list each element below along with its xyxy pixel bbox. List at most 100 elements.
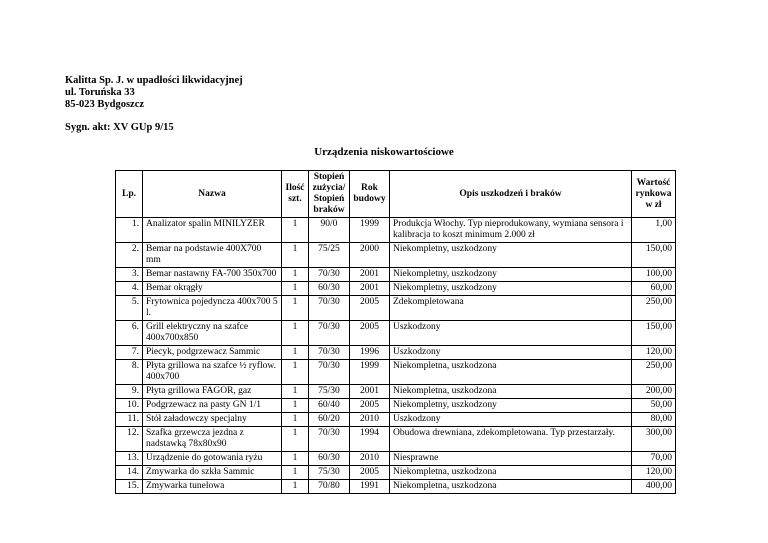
cell-opis: Zdekompletowana — [389, 295, 632, 321]
cell-rok: 2001 — [349, 281, 390, 296]
cell-stopien: 70/30 — [308, 345, 350, 360]
cell-wartosc: 70,00 — [631, 451, 676, 466]
cell-wartosc: 250,00 — [631, 295, 676, 321]
cell-opis: Niekompletny, uszkodzony — [389, 398, 632, 413]
cell-wartosc: 150,00 — [631, 242, 676, 268]
cell-stopien: 60/30 — [308, 451, 350, 466]
table-row: 11. Stół załadowczy specjalny 1 60/20 2010 Us… — [115, 412, 676, 427]
table-row: 10. Podgrzewacz na pasty GN 1/1 1 60/40 2005… — [115, 398, 676, 413]
cell-nazwa: Bemar okrągły — [142, 281, 282, 296]
cell-rok: 2005 — [349, 295, 390, 321]
cell-nazwa: Podgrzewacz na pasty GN 1/1 — [142, 398, 282, 413]
cell-rok: 2010 — [349, 451, 390, 466]
cell-rok: 1991 — [349, 479, 390, 494]
cell-stopien: 70/30 — [308, 295, 350, 321]
table-header-row: Lp. Nazwa Ilość szt. Stopień zużycia/ Stopi… — [115, 170, 676, 218]
cell-nazwa: Analizator spalin MINILYZER — [142, 217, 282, 243]
cell-lp: 2. — [115, 242, 143, 268]
cell-nazwa: Zmywarka tunelowa — [142, 479, 282, 494]
cell-rok: 2001 — [349, 267, 390, 282]
cell-nazwa: Bemar nastawny FA-700 350x700 — [142, 267, 282, 282]
cell-opis: Niekompletna, uszkodzona — [389, 479, 632, 494]
cell-ilosc: 1 — [281, 295, 309, 321]
company-address-block: Kalitta Sp. J. w upadłości likwidacyjnej… — [65, 75, 243, 111]
cell-opis: Uszkodzony — [389, 320, 632, 346]
table-row: 14. Zmywarka do szkła Sammic 1 75/30 2005 Nie… — [115, 465, 676, 480]
table-row: 2. Bemar na podstawie 400X700 mm 1 75/25 200… — [115, 242, 676, 268]
cell-opis: Niekompletna, uszkodzona — [389, 465, 632, 480]
column-header-stopien: Stopień zużycia/ Stopień braków — [308, 170, 350, 218]
cell-wartosc: 120,00 — [631, 465, 676, 480]
cell-rok: 2001 — [349, 384, 390, 399]
table-body: 1. Analizator spalin MINILYZER 1 90/0 1999 Pr… — [115, 217, 676, 494]
case-reference: Sygn. akt: XV GUp 9/15 — [65, 122, 174, 133]
cell-rok: 2005 — [349, 465, 390, 480]
cell-wartosc: 50,00 — [631, 398, 676, 413]
cell-stopien: 75/30 — [308, 384, 350, 399]
table-row: 3. Bemar nastawny FA-700 350x700 1 70/30 200… — [115, 267, 676, 282]
cell-ilosc: 1 — [281, 217, 309, 243]
cell-rok: 2005 — [349, 320, 390, 346]
cell-lp: 11. — [115, 412, 143, 427]
cell-ilosc: 1 — [281, 242, 309, 268]
inventory-table: Lp. Nazwa Ilość szt. Stopień zużycia/ Stopi… — [115, 170, 676, 494]
column-header-rok: Rok budowy — [349, 170, 390, 218]
cell-opis: Niekompletny, uszkodzony — [389, 281, 632, 296]
cell-rok: 1999 — [349, 359, 390, 385]
cell-stopien: 90/0 — [308, 217, 350, 243]
cell-lp: 9. — [115, 384, 143, 399]
cell-lp: 13. — [115, 451, 143, 466]
company-name: Kalitta Sp. J. w upadłości likwidacyjnej — [65, 75, 243, 86]
cell-stopien: 60/30 — [308, 281, 350, 296]
table-row: 8. Płyta grillowa na szafce ½ ryflow. 400… — [115, 359, 676, 385]
table-head: Lp. Nazwa Ilość szt. Stopień zużycia/ Stopi… — [115, 170, 676, 218]
cell-stopien: 75/25 — [308, 242, 350, 268]
cell-rok: 1999 — [349, 217, 390, 243]
cell-ilosc: 1 — [281, 426, 309, 452]
cell-ilosc: 1 — [281, 451, 309, 466]
cell-wartosc: 150,00 — [631, 320, 676, 346]
cell-stopien: 70/30 — [308, 359, 350, 385]
cell-wartosc: 250,00 — [631, 359, 676, 385]
cell-ilosc: 1 — [281, 281, 309, 296]
cell-ilosc: 1 — [281, 267, 309, 282]
company-city: 85-023 Bydgoszcz — [65, 99, 145, 110]
table-row: 1. Analizator spalin MINILYZER 1 90/0 1999 Pr… — [115, 217, 676, 243]
cell-stopien: 70/30 — [308, 267, 350, 282]
cell-lp: 3. — [115, 267, 143, 282]
cell-rok: 1994 — [349, 426, 390, 452]
cell-nazwa: Szafka grzewcza jezdna z nadstawką 78x80… — [142, 426, 282, 452]
cell-opis: Obudowa drewniana, zdekompletowana. Typ … — [389, 426, 632, 452]
cell-nazwa: Frytownica pojedyncza 400x700 5 l. — [142, 295, 282, 321]
cell-opis: Niekompletna, uszkodzona — [389, 359, 632, 385]
cell-opis: Niekompletny, uszkodzony — [389, 267, 632, 282]
cell-lp: 15. — [115, 479, 143, 494]
cell-rok: 1996 — [349, 345, 390, 360]
cell-rok: 2005 — [349, 398, 390, 413]
cell-rok: 2010 — [349, 412, 390, 427]
cell-lp: 10. — [115, 398, 143, 413]
column-header-ilosc: Ilość szt. — [281, 170, 309, 218]
cell-nazwa: Urządzenie do gotowania ryżu — [142, 451, 282, 466]
cell-nazwa: Stół załadowczy specjalny — [142, 412, 282, 427]
document-title: Urządzenia niskowartościowe — [314, 146, 454, 158]
cell-ilosc: 1 — [281, 412, 309, 427]
table-row: 4. Bemar okrągły 1 60/30 2001 Niekompletny, u… — [115, 281, 676, 296]
cell-stopien: 70/30 — [308, 426, 350, 452]
cell-nazwa: Bemar na podstawie 400X700 mm — [142, 242, 282, 268]
table-row: 13. Urządzenie do gotowania ryżu 1 60/30 201… — [115, 451, 676, 466]
cell-lp: 7. — [115, 345, 143, 360]
table-row: 15. Zmywarka tunelowa 1 70/80 1991 Niekomplet… — [115, 479, 676, 494]
cell-nazwa: Płyta grillowa na szafce ½ ryflow. 400x7… — [142, 359, 282, 385]
cell-stopien: 60/20 — [308, 412, 350, 427]
table-row: 9. Płyta grillowa FAGOR, gaz 1 75/30 2001 Nie… — [115, 384, 676, 399]
cell-ilosc: 1 — [281, 359, 309, 385]
cell-opis: Niesprawne — [389, 451, 632, 466]
cell-lp: 14. — [115, 465, 143, 480]
cell-ilosc: 1 — [281, 479, 309, 494]
cell-stopien: 60/40 — [308, 398, 350, 413]
column-header-opis: Opis uszkodzeń i braków — [389, 170, 632, 218]
cell-wartosc: 300,00 — [631, 426, 676, 452]
cell-lp: 12. — [115, 426, 143, 452]
